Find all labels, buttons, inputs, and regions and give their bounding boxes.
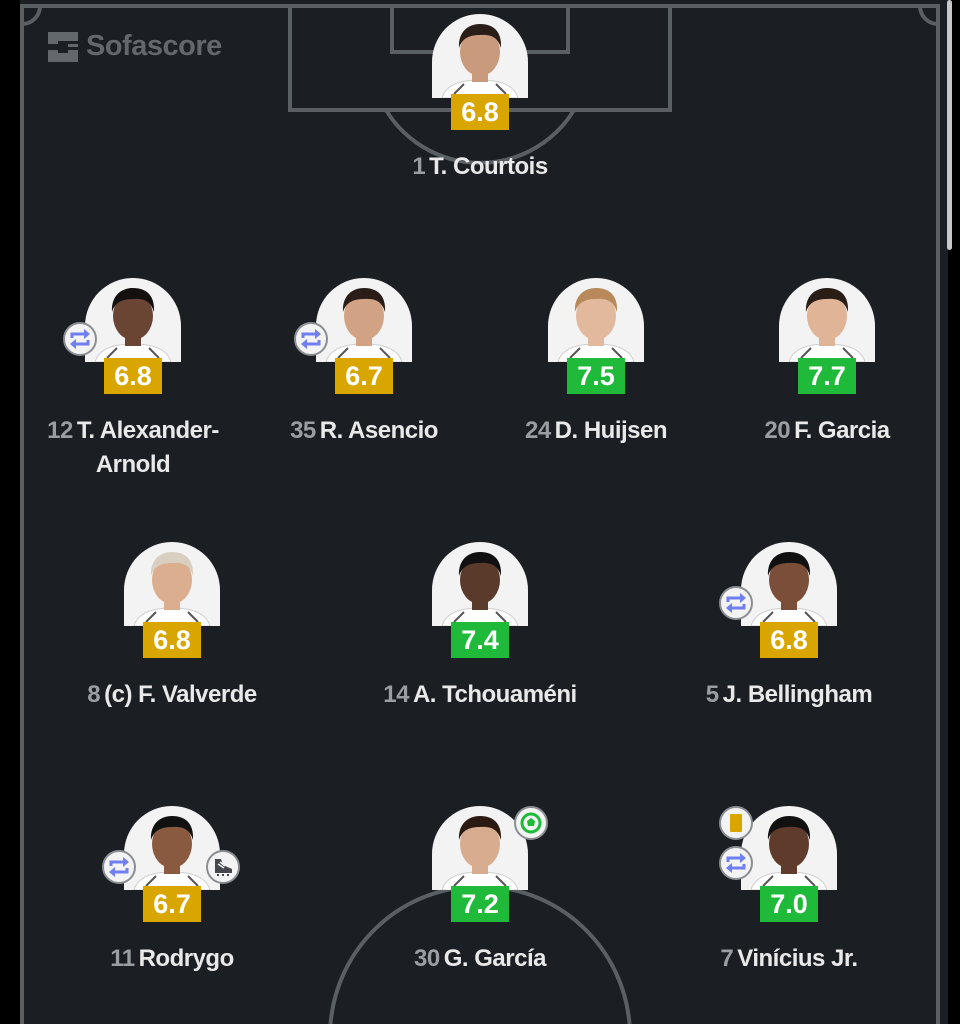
player-name: (c) F. Valverde [104,681,257,708]
player-rating: 6.8 [760,622,818,658]
player-rating: 7.2 [451,886,509,922]
yellow-card-icon [719,806,753,840]
player-rating: 7.5 [567,358,625,394]
player-photo [741,806,837,890]
player-name-line: 30 G. García [370,942,590,976]
player-name: R. Asencio [319,417,439,444]
substitution-icon [719,846,753,880]
player-rating: 6.7 [335,358,393,394]
brand-name: Sofascore [86,30,222,62]
scrollbar[interactable] [947,0,952,250]
player-number: 5 [705,681,719,708]
corner-arc-left [21,5,42,26]
player-d-huijsen[interactable]: 7.5 24 D. Huijsen [486,278,706,448]
player-photo [432,806,528,890]
player-photo [85,278,181,362]
player-name-line: 14 A. Tchouaméni [370,678,590,712]
player-rating: 7.4 [451,622,509,658]
player-number: 30 [414,945,440,972]
player-rating: 7.0 [760,886,818,922]
player-f-garcia[interactable]: 7.7 20 F. Garcia [717,278,937,448]
corner-arc-right [918,5,939,26]
player-photo [741,542,837,626]
player-photo [432,542,528,626]
sofascore-logo-icon [48,31,78,62]
assist-boot-icon [206,850,240,884]
player-name-line: 1 T. Courtois [370,150,590,184]
player-name-line: 5 J. Bellingham [679,678,899,712]
player-r-asencio[interactable]: 6.7 35 R. Asencio [254,278,474,448]
player-photo [124,806,220,890]
player-rating: 7.7 [798,358,856,394]
player-name-line: 8 (c) F. Valverde [62,678,282,712]
player-name: T. Alexander-Arnold [76,417,220,478]
player-rating: 6.8 [104,358,162,394]
player-name: Rodrygo [138,945,235,972]
player-name-line: 20 F. Garcia [717,414,937,448]
player-name-line: 7 Vinícius Jr. [679,942,899,976]
player-c-f-valverde[interactable]: 6.8 8 (c) F. Valverde [62,542,282,712]
player-photo [432,14,528,98]
player-name: G. García [443,945,547,972]
player-t-courtois[interactable]: 6.8 1 T. Courtois [370,14,590,184]
player-number: 1 [412,153,426,180]
player-name-line: 24 D. Huijsen [486,414,706,448]
player-rating: 6.8 [143,622,201,658]
player-number: 8 [87,681,101,708]
player-number: 11 [110,945,135,972]
player-photo [548,278,644,362]
player-number: 7 [720,945,734,972]
player-rating: 6.8 [451,94,509,130]
substitution-icon [719,586,753,620]
substitution-icon [294,322,328,356]
player-name: J. Bellingham [722,681,873,708]
player-rodrygo[interactable]: 6.7 11 Rodrygo [62,806,282,976]
player-rating: 6.7 [143,886,201,922]
player-number: 20 [764,417,791,444]
player-name: F. Garcia [794,417,890,444]
player-number: 35 [290,417,316,444]
player-photo [779,278,875,362]
player-number: 24 [524,417,551,444]
player-a-tchouam-ni[interactable]: 7.4 14 A. Tchouaméni [370,542,590,712]
player-name-line: 11 Rodrygo [62,942,282,976]
substitution-icon [102,850,136,884]
substitution-icon [63,322,97,356]
player-vin-cius-jr[interactable]: 7.0 7 Vinícius Jr. [679,806,899,976]
player-number: 14 [383,681,409,708]
player-photo [316,278,412,362]
player-name-line: 12 T. Alexander-Arnold [23,414,243,482]
player-j-bellingham[interactable]: 6.8 5 J. Bellingham [679,542,899,712]
player-name-line: 35 R. Asencio [254,414,474,448]
player-name: T. Courtois [429,153,548,180]
player-name: A. Tchouaméni [412,681,577,708]
player-name: Vinícius Jr. [737,945,858,972]
player-g-garc-a[interactable]: 7.2 30 G. García [370,806,590,976]
player-photo [124,542,220,626]
goal-icon [514,806,548,840]
player-number: 12 [47,417,73,444]
player-t-alexander-arnold[interactable]: 6.8 12 T. Alexander-Arnold [23,278,243,482]
penalty-arc [384,108,576,165]
sofascore-logo: Sofascore [48,30,222,63]
player-name: D. Huijsen [554,417,668,444]
